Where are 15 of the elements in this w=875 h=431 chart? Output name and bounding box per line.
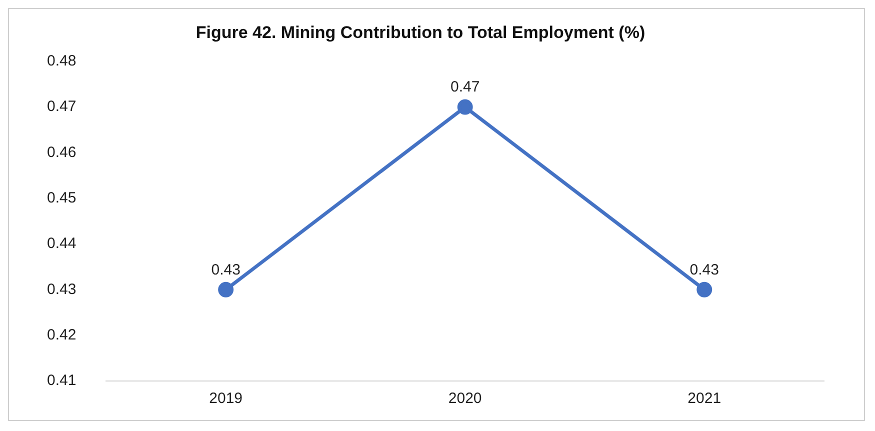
y-tick-label: 0.41 bbox=[46, 372, 76, 390]
data-label: 0.47 bbox=[450, 78, 480, 96]
y-tick-label: 0.48 bbox=[46, 52, 76, 70]
y-tick-label: 0.42 bbox=[46, 326, 76, 344]
x-tick-label: 2019 bbox=[209, 390, 243, 408]
y-tick-label: 0.45 bbox=[46, 190, 76, 207]
x-tick-label: 2020 bbox=[448, 390, 482, 408]
data-label: 0.43 bbox=[690, 261, 719, 278]
data-label: 0.43 bbox=[211, 261, 240, 278]
y-tick-label: 0.47 bbox=[46, 98, 76, 116]
chart-title: Figure 42. Mining Contribution to Total Employment (%) bbox=[196, 22, 646, 42]
y-tick-label: 0.43 bbox=[46, 280, 76, 298]
y-tick-label: 0.46 bbox=[46, 144, 76, 161]
x-tick-label: 2021 bbox=[688, 390, 722, 408]
y-tick-label: 0.44 bbox=[46, 235, 76, 252]
